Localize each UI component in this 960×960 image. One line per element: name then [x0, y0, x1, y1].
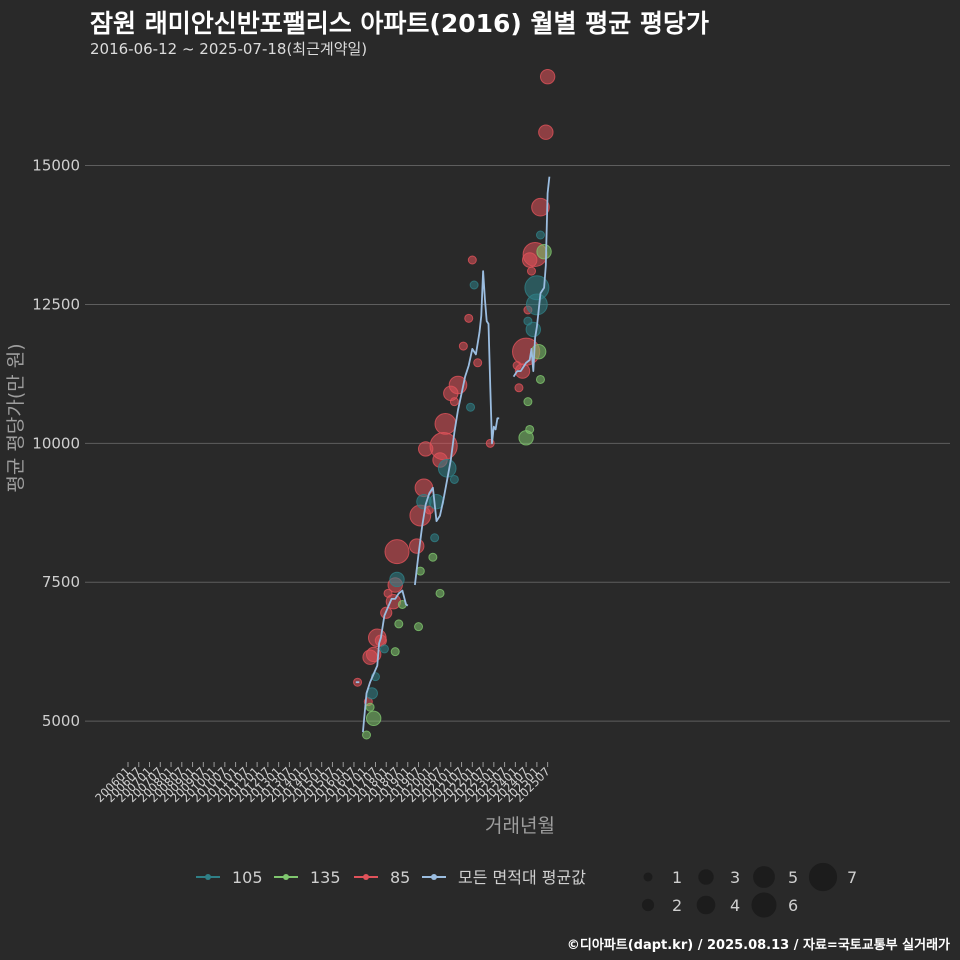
data-point-85 [467, 255, 477, 265]
data-point-85 [514, 383, 524, 393]
y-tick-label: 10000 [32, 434, 80, 452]
data-point-105 [469, 280, 479, 290]
legend-series-label: 85 [390, 868, 410, 887]
data-point-135 [365, 710, 382, 727]
data-point-105 [525, 293, 548, 316]
data-point-135 [435, 588, 445, 598]
data-point-105 [449, 474, 459, 484]
data-point-85 [527, 266, 536, 276]
data-point-85 [384, 539, 410, 565]
data-point-105 [466, 402, 476, 412]
data-point-135 [428, 552, 438, 562]
x-axis-label: 거래년월 [485, 815, 555, 837]
legend-series-label: 135 [310, 868, 341, 887]
y-tick-label: 15000 [32, 157, 80, 175]
chart-subtitle: 2016-06-12 ~ 2025-07-18(최근계약일) [90, 40, 368, 58]
legend-size-label: 1 [672, 868, 682, 887]
legend-size-label: 4 [730, 896, 740, 915]
data-point-105 [535, 230, 545, 240]
legend-marker [205, 874, 211, 880]
y-tick-label: 7500 [42, 573, 80, 591]
data-point-85 [434, 412, 457, 435]
y-axis-label: 평균 평당가(만 원) [5, 343, 27, 492]
legend: 105 135 85 모든 면적대 평균값 1 2 3 4 5 6 7 [196, 862, 857, 918]
data-point-85 [473, 358, 483, 368]
average-line-segment [362, 589, 409, 733]
data-point-85 [531, 197, 550, 217]
data-point-135 [394, 619, 404, 629]
legend-series-label: 105 [232, 868, 263, 887]
data-point-135 [365, 702, 375, 712]
legend-size-label: 2 [672, 896, 682, 915]
average-line-segment [512, 176, 551, 378]
legend-marker [363, 874, 369, 880]
data-point-105 [389, 571, 405, 588]
data-point-135 [390, 647, 400, 657]
y-tick-label: 5000 [42, 712, 80, 730]
legend-size-label: 3 [730, 868, 740, 887]
data-point-135 [525, 424, 535, 434]
data-point-135 [535, 374, 545, 384]
data-point-135 [414, 622, 424, 632]
legend-size-label: 6 [788, 896, 798, 915]
data-point-85 [409, 538, 425, 554]
legend-size-marker [698, 869, 714, 885]
average-line [355, 176, 551, 733]
legend-size-marker [808, 862, 838, 892]
data-point-85 [414, 478, 434, 498]
legend-marker [283, 874, 289, 880]
data-point-85 [449, 397, 459, 407]
legend-size-marker [753, 866, 775, 888]
legend-series-label: 모든 면적대 평균값 [458, 868, 586, 887]
legend-size-label: 5 [788, 868, 798, 887]
legend-size-marker [696, 895, 716, 915]
data-point-85 [539, 68, 556, 85]
data-point-85 [458, 341, 468, 351]
data-point-105 [430, 533, 440, 543]
data-point-105 [525, 321, 541, 338]
data-point-85 [464, 313, 474, 323]
legend-size-marker [751, 892, 777, 918]
data-point-135 [536, 243, 552, 260]
data-points [353, 68, 556, 740]
data-point-135 [523, 397, 533, 407]
legend-marker [431, 874, 437, 880]
source-caption: ©디아파트(dapt.kr) / 2025.08.13 / 자료=국토교통부 실… [566, 938, 950, 953]
data-point-105 [379, 644, 389, 654]
chart-title: 잠원 래미안신반포팰리스 아파트(2016) 월별 평균 평당가 [90, 9, 709, 38]
grid-lines [85, 165, 950, 722]
data-point-85 [538, 124, 554, 140]
average-line-segment [414, 270, 500, 586]
legend-size-label: 7 [847, 868, 857, 887]
y-axis-ticks: 5000 7500 10000 12500 15000 [32, 157, 80, 731]
data-point-135 [362, 730, 372, 740]
x-axis-ticks: 2006012006072007012007072008012008072009… [92, 762, 553, 805]
legend-size-marker [643, 872, 653, 882]
y-tick-label: 12500 [32, 295, 80, 313]
legend-size-marker [641, 898, 655, 912]
